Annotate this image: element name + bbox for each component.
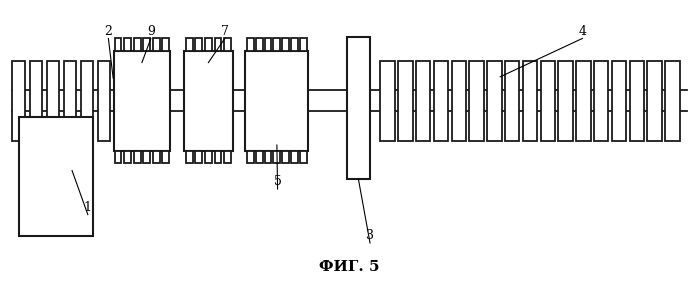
Bar — [300, 38, 307, 51]
Bar — [224, 38, 231, 51]
Text: ФИГ. 5: ФИГ. 5 — [319, 260, 380, 274]
Bar — [124, 38, 131, 51]
Bar — [134, 38, 140, 51]
Bar — [282, 38, 289, 51]
Bar — [184, 51, 233, 151]
Bar — [47, 61, 59, 141]
Bar — [398, 61, 412, 141]
Bar — [186, 38, 193, 51]
Bar — [134, 151, 140, 164]
Bar — [215, 38, 222, 51]
Bar — [291, 38, 298, 51]
Bar — [64, 61, 76, 141]
Bar — [470, 61, 484, 141]
Bar — [282, 151, 289, 164]
Bar — [523, 61, 538, 141]
Bar — [115, 61, 127, 141]
Bar — [300, 151, 307, 164]
Text: 2: 2 — [104, 25, 113, 38]
Bar — [594, 61, 608, 141]
Bar — [153, 151, 160, 164]
Bar — [273, 151, 280, 164]
Bar — [115, 38, 122, 51]
Bar — [647, 61, 662, 141]
Bar — [143, 151, 150, 164]
Bar — [224, 151, 231, 164]
Bar — [205, 38, 212, 51]
Bar — [264, 151, 271, 164]
Bar — [291, 151, 298, 164]
Bar — [264, 38, 271, 51]
Text: 1: 1 — [84, 201, 92, 214]
Bar — [256, 151, 263, 164]
Text: 3: 3 — [366, 229, 374, 242]
Bar — [247, 151, 254, 164]
Bar — [665, 61, 679, 141]
Bar — [115, 151, 122, 164]
Text: 9: 9 — [147, 25, 154, 38]
Bar — [162, 151, 169, 164]
Bar — [505, 61, 519, 141]
Text: 5: 5 — [273, 175, 282, 188]
Bar — [196, 38, 202, 51]
Bar — [416, 61, 431, 141]
Bar — [347, 37, 370, 179]
Bar — [452, 61, 466, 141]
Bar — [124, 151, 131, 164]
Bar — [153, 38, 160, 51]
Bar — [143, 38, 150, 51]
Bar — [162, 38, 169, 51]
Bar — [29, 61, 42, 141]
Bar — [559, 61, 572, 141]
Bar — [247, 38, 254, 51]
Text: 4: 4 — [578, 25, 586, 38]
Bar — [487, 61, 502, 141]
Bar — [81, 61, 93, 141]
Bar — [540, 61, 555, 141]
Bar — [245, 51, 308, 151]
Bar — [273, 38, 280, 51]
Bar — [630, 61, 644, 141]
Text: 7: 7 — [221, 25, 229, 38]
Bar — [205, 151, 212, 164]
Bar — [98, 61, 110, 141]
Bar — [186, 151, 193, 164]
Bar — [612, 61, 626, 141]
Bar — [434, 61, 448, 141]
Bar — [13, 61, 24, 141]
Bar — [20, 117, 93, 236]
Bar — [576, 61, 591, 141]
Bar — [196, 151, 202, 164]
Bar — [114, 51, 170, 151]
Bar — [380, 61, 395, 141]
Bar — [215, 151, 222, 164]
Bar — [256, 38, 263, 51]
